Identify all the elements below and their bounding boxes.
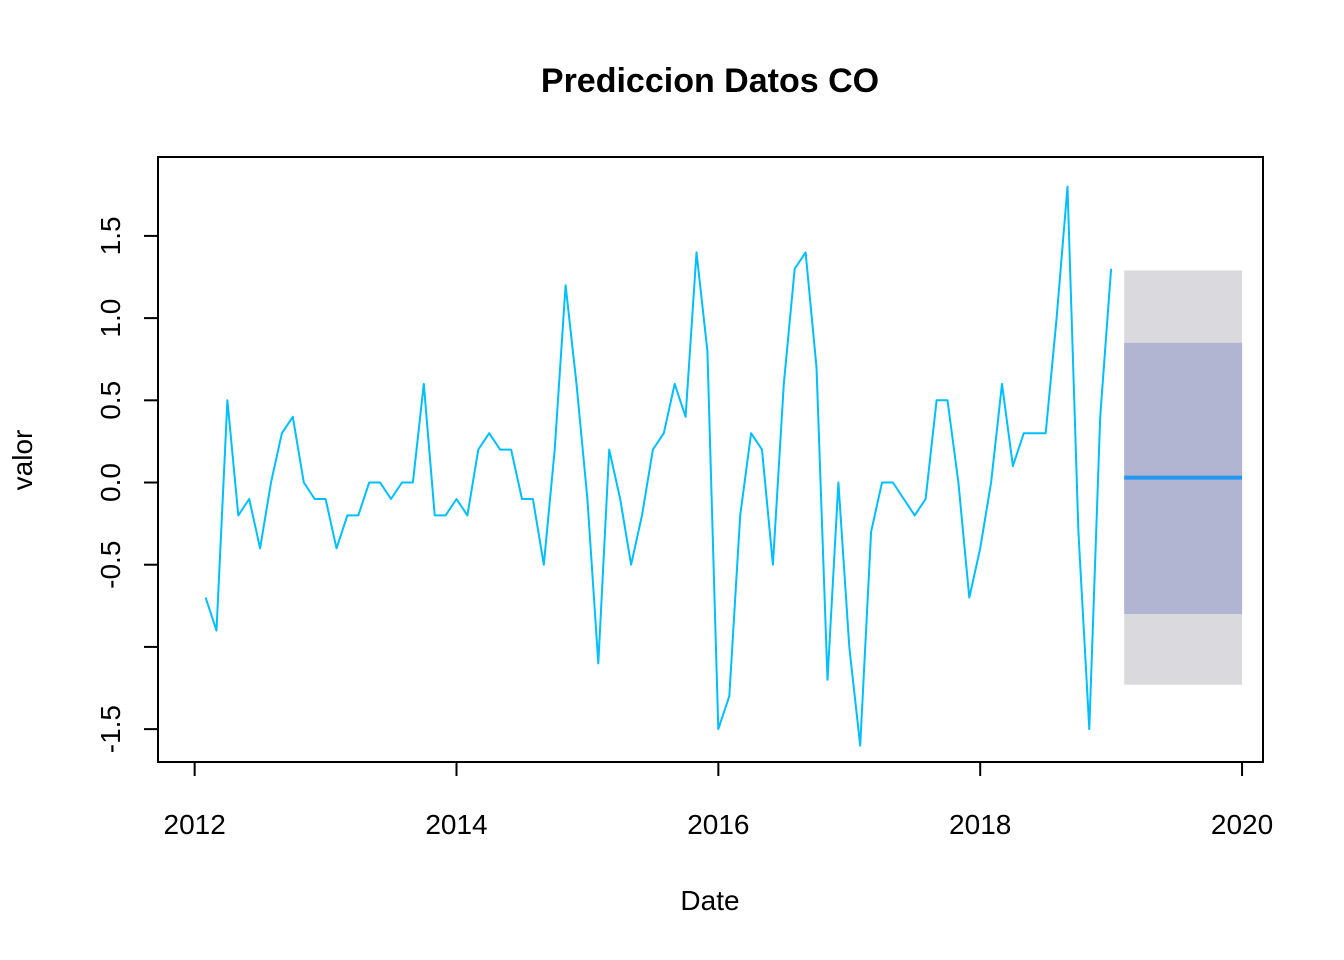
y-axis-label: valor <box>7 430 38 491</box>
y-tick-label: 1.5 <box>95 216 126 255</box>
x-tick-label: 2020 <box>1211 809 1273 840</box>
y-axis: -1.5 -0.5 0.0 0.5 1.0 1.5 <box>95 216 159 753</box>
y-tick-label: 1.0 <box>95 299 126 338</box>
x-tick-label: 2018 <box>949 809 1011 840</box>
x-tick-label: 2016 <box>687 809 749 840</box>
x-axis: 2012 2014 2016 2018 2020 <box>164 761 1273 840</box>
x-axis-label: Date <box>680 885 739 916</box>
chart-title: Prediccion Datos CO <box>541 62 879 100</box>
x-tick-label: 2012 <box>164 809 226 840</box>
y-tick-label: 0.0 <box>95 463 126 502</box>
y-tick-label: 0.5 <box>95 381 126 420</box>
plot-lines <box>204 185 1243 747</box>
series-line <box>204 185 1113 747</box>
y-tick-label: -1.5 <box>95 705 126 753</box>
y-tick-label: -0.5 <box>95 541 126 589</box>
x-tick-label: 2014 <box>425 809 487 840</box>
